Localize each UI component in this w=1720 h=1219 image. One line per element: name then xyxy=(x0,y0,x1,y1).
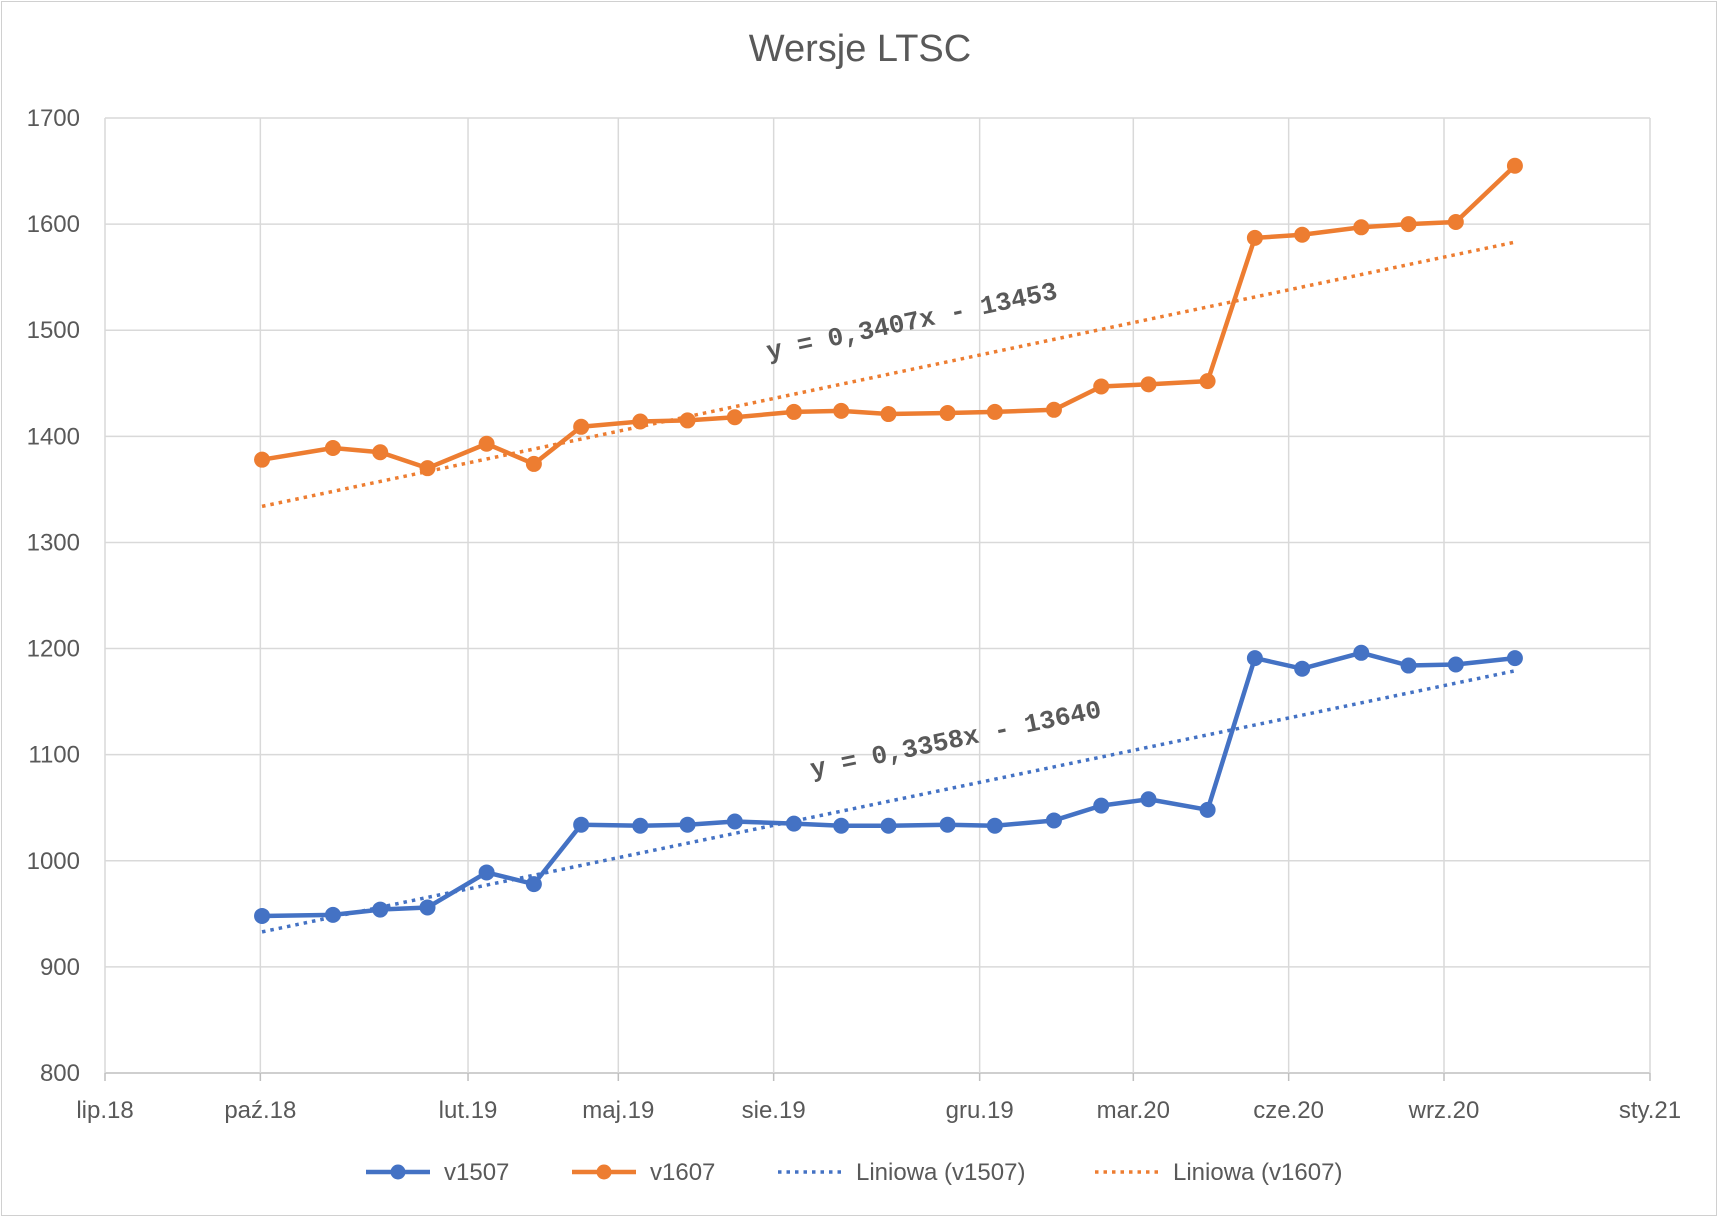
data-point xyxy=(1400,216,1417,233)
legend: v1507 v1607 Liniowa (v1507) Liniowa (v1607) xyxy=(366,1159,1342,1186)
data-point xyxy=(1246,650,1263,667)
y-tick-label: 1200 xyxy=(27,636,80,663)
x-tick-label: maj.19 xyxy=(582,1097,654,1124)
data-point xyxy=(986,817,1003,834)
trend-equation: y = 0,3407x - 13453 xyxy=(764,277,1060,368)
data-point xyxy=(1506,650,1523,667)
data-point xyxy=(1199,801,1216,818)
x-tick-label: cze.20 xyxy=(1253,1097,1324,1124)
y-tick-label: 1400 xyxy=(27,423,80,450)
y-tick-label: 1700 xyxy=(27,105,80,132)
trend-equations: y = 0,3358x - 13640 y = 0,3407x - 13453 xyxy=(764,277,1104,785)
trend-equation: y = 0,3358x - 13640 xyxy=(808,695,1104,785)
y-tick-label: 1600 xyxy=(27,211,80,238)
data-point xyxy=(372,444,389,461)
y-tick-label: 1100 xyxy=(28,742,80,769)
data-point xyxy=(573,816,590,833)
trend-line xyxy=(261,240,1516,509)
data-point xyxy=(372,901,389,918)
x-tick-label: gru.19 xyxy=(946,1097,1014,1124)
data-point xyxy=(478,864,495,881)
data-point xyxy=(726,813,743,830)
data-point xyxy=(939,816,956,833)
data-point xyxy=(254,907,271,924)
data-point xyxy=(1506,157,1523,174)
data-point xyxy=(679,816,696,833)
data-point xyxy=(1353,219,1370,236)
data-point xyxy=(324,906,341,923)
data-point xyxy=(1246,229,1263,246)
data-point xyxy=(679,412,696,429)
data-point xyxy=(785,815,802,832)
trend-lines xyxy=(261,240,1516,934)
y-tick-label: 1300 xyxy=(27,529,80,556)
data-point xyxy=(632,817,649,834)
y-tick-label: 1000 xyxy=(27,848,80,875)
data-point xyxy=(880,406,897,423)
legend-label: v1507 xyxy=(444,1159,509,1186)
x-tick-label: sty.21 xyxy=(1619,1097,1681,1124)
data-point xyxy=(986,403,1003,420)
grid-lines xyxy=(104,117,1651,1074)
data-point xyxy=(254,451,271,468)
data-point xyxy=(726,409,743,426)
data-point xyxy=(525,455,542,472)
data-point xyxy=(880,817,897,834)
chart-title: Wersje LTSC xyxy=(748,28,972,70)
legend-label: Liniowa (v1607) xyxy=(1173,1159,1342,1186)
data-point xyxy=(419,899,436,916)
data-point xyxy=(1353,644,1370,661)
x-tick-label: lut.19 xyxy=(439,1097,498,1124)
data-point xyxy=(1140,791,1157,808)
data-point xyxy=(632,413,649,430)
data-point xyxy=(1447,213,1464,230)
legend-label: Liniowa (v1507) xyxy=(856,1159,1025,1186)
data-point xyxy=(324,440,341,457)
data-point xyxy=(939,404,956,421)
y-axis-ticks: 800 900 1000 1100 1200 1300 1400 1500 1600 1700 xyxy=(27,105,80,1087)
data-point xyxy=(419,460,436,477)
legend-label: v1607 xyxy=(650,1159,715,1186)
data-point xyxy=(1093,797,1110,814)
y-tick-label: 800 xyxy=(40,1060,80,1087)
data-point xyxy=(1447,656,1464,673)
data-point xyxy=(525,876,542,893)
trend-line xyxy=(261,669,1516,934)
x-tick-label: sie.19 xyxy=(742,1097,806,1124)
series-line xyxy=(261,650,1516,919)
x-tick-label: wrz.20 xyxy=(1408,1097,1480,1124)
data-point xyxy=(833,817,850,834)
data-series xyxy=(254,157,1523,924)
data-point xyxy=(1093,378,1110,395)
data-point xyxy=(1400,657,1417,674)
data-point xyxy=(1045,812,1062,829)
legend-marker xyxy=(390,1164,406,1180)
x-tick-label: lip.18 xyxy=(76,1097,133,1124)
data-point xyxy=(833,402,850,419)
data-point xyxy=(573,418,590,435)
legend-marker xyxy=(596,1164,612,1180)
y-tick-label: 1500 xyxy=(27,317,80,344)
x-tick-label: paź.18 xyxy=(224,1097,296,1124)
x-tick-label: mar.20 xyxy=(1097,1097,1170,1124)
data-point xyxy=(1294,660,1311,677)
data-point xyxy=(1199,373,1216,390)
data-point xyxy=(1294,226,1311,243)
data-point xyxy=(785,403,802,420)
data-point xyxy=(478,435,495,452)
data-point xyxy=(1045,401,1062,418)
x-axis-ticks: lip.18 paź.18 lut.19 maj.19 sie.19 gru.19 mar.… xyxy=(76,1073,1681,1124)
data-point xyxy=(1140,376,1157,393)
y-tick-label: 900 xyxy=(40,954,80,981)
